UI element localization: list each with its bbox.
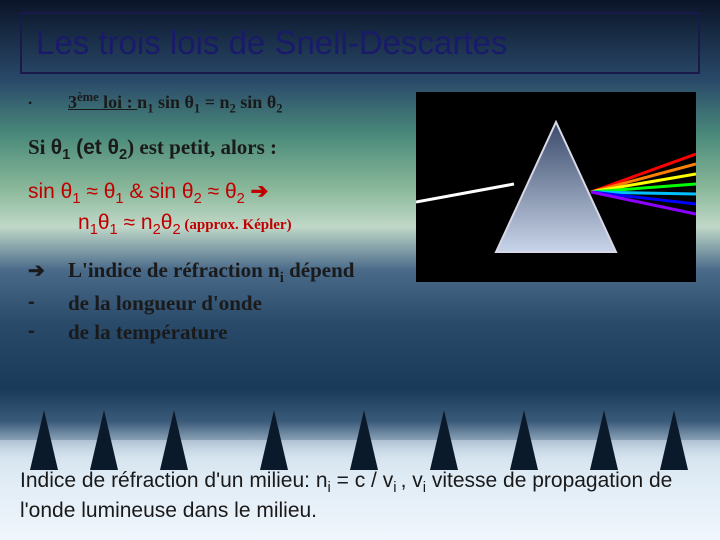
prism-illustration xyxy=(416,92,696,282)
content-region: • 3ème loi : n1 sin θ1 = n2 sin θ2 Si θ1… xyxy=(28,90,418,349)
list-text: de la longueur d'onde xyxy=(68,291,418,316)
dash-icon: - xyxy=(28,291,68,314)
prism-svg xyxy=(416,92,696,282)
list-text: de la température xyxy=(68,320,418,345)
dash-icon: - xyxy=(28,320,68,343)
footer-definition: Indice de réfraction d'un milieu: ni = c… xyxy=(20,468,700,524)
list-item: - de la longueur d'onde xyxy=(28,291,418,316)
title-box: Les trois lois de Snell-Descartes xyxy=(20,12,700,74)
refraction-list: ➔ L'indice de réfraction ni dépend - de … xyxy=(28,258,418,345)
tree-line xyxy=(0,390,720,470)
arrow-icon: ➔ xyxy=(28,258,68,283)
slide-title: Les trois lois de Snell-Descartes xyxy=(36,24,684,62)
third-law-text: 3ème loi : n1 sin θ1 = n2 sin θ2 xyxy=(68,90,283,117)
approx-line-1: sin θ1 ≈ θ1 & sin θ2 ≈ θ2 ➔ xyxy=(28,179,418,207)
list-item: ➔ L'indice de réfraction ni dépend xyxy=(28,258,418,287)
list-text: L'indice de réfraction ni dépend xyxy=(68,258,418,287)
list-item: - de la température xyxy=(28,320,418,345)
small-angle-condition: Si θ1 (et θ2) est petit, alors : xyxy=(28,135,418,163)
approx-line-2: n1θ1 ≈ n2θ2 (approx. Képler) xyxy=(78,211,418,238)
bullet-dot: • xyxy=(28,90,68,111)
third-law-line: • 3ème loi : n1 sin θ1 = n2 sin θ2 xyxy=(28,90,418,117)
